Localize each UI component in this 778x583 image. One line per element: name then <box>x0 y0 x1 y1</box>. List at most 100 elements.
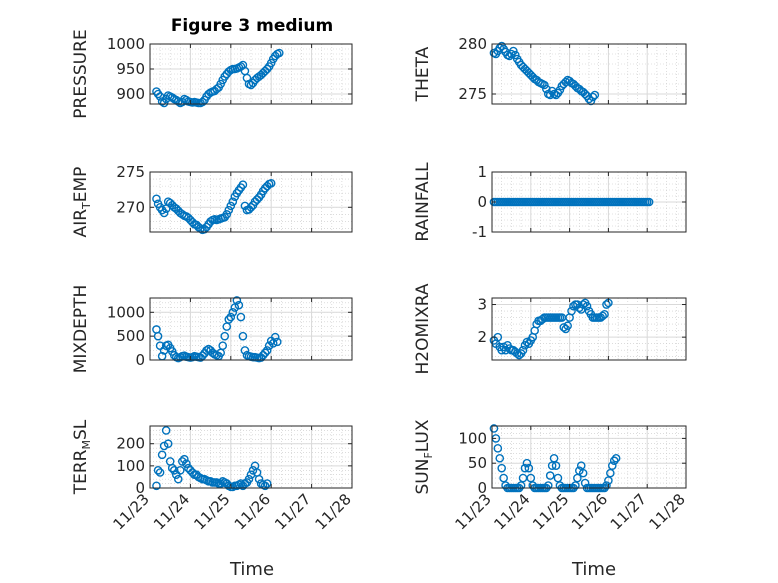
data-point <box>573 473 582 483</box>
y-tick-label: 200 <box>116 435 145 453</box>
y-tick-label: 500 <box>116 327 145 345</box>
data-point <box>602 481 611 490</box>
y-tick-label: 3 <box>477 296 487 314</box>
figure-title: Figure 3 medium <box>171 16 333 36</box>
y-tick-label: 0 <box>135 351 145 369</box>
data-point <box>260 348 270 358</box>
data-point <box>578 300 588 309</box>
data-point <box>590 90 600 100</box>
axes-frame <box>491 425 687 489</box>
x-tick-label: 11/28 <box>646 490 689 533</box>
y-axis-label-rainfall: RAINFALL <box>413 162 433 242</box>
data-point <box>222 210 232 219</box>
data-point <box>163 439 173 449</box>
data-point <box>262 479 272 488</box>
data-point <box>559 323 569 332</box>
data-point <box>516 481 526 490</box>
data-point <box>563 321 572 331</box>
data-point <box>161 426 171 435</box>
data-series-terr-msl <box>152 426 272 492</box>
y-tick-label: 100 <box>458 429 487 447</box>
x-tick-label: 11/26 <box>231 490 274 533</box>
y-axis-label-h2omixra: H2OMIXRA <box>413 283 433 374</box>
data-point <box>175 465 185 475</box>
x-tick-label: 11/23 <box>110 490 153 533</box>
data-point <box>266 58 276 68</box>
data-point <box>522 337 532 347</box>
data-point <box>510 50 520 60</box>
data-point <box>152 194 161 204</box>
y-tick-label: 100 <box>116 457 145 475</box>
data-point <box>169 465 179 475</box>
data-point <box>272 337 282 347</box>
x-axis-label-right: Time <box>571 559 616 580</box>
axes-frame <box>491 297 687 361</box>
data-point <box>153 465 163 475</box>
data-point <box>526 473 536 483</box>
subplot-theta: 275 280 THETA <box>413 35 687 106</box>
subplot-air-temp: 270 275 AIRTEMP <box>71 163 353 237</box>
subplot-pressure: 900 950 1000 PRESSURE <box>71 29 353 119</box>
x-tick-label: 11/26 <box>568 490 611 533</box>
y-axis-label-sun-flux: SUNFLUX <box>413 419 435 494</box>
data-point <box>607 461 617 470</box>
data-point <box>178 210 187 219</box>
data-point <box>551 461 561 470</box>
data-point <box>152 481 161 491</box>
data-point <box>493 444 503 453</box>
x-tick-label: 11/23 <box>452 490 495 533</box>
data-point <box>182 459 191 468</box>
x-tick-label: 11/28 <box>312 490 355 533</box>
y-tick-label: 900 <box>116 85 145 103</box>
y-tick-label: 280 <box>458 35 487 53</box>
data-point <box>520 463 530 473</box>
data-point <box>167 463 177 473</box>
y-tick-label: 275 <box>116 163 145 181</box>
data-point <box>553 473 563 483</box>
data-point <box>538 314 547 324</box>
data-point <box>524 463 534 473</box>
data-point <box>522 458 532 468</box>
data-point <box>644 197 654 207</box>
data-point <box>224 205 234 215</box>
data-point <box>206 217 215 226</box>
y-tick-label: 1 <box>477 163 487 181</box>
data-point <box>234 300 244 310</box>
data-point <box>540 80 549 90</box>
data-point <box>238 180 248 190</box>
data-point <box>499 473 508 483</box>
axes-frame <box>149 43 353 105</box>
axes-frame <box>149 297 353 361</box>
data-point <box>244 474 254 484</box>
data-point <box>578 468 588 478</box>
data-point <box>238 331 248 341</box>
data-point <box>489 424 499 433</box>
subplot-h2omixra: 2 3 H2OMIXRA <box>413 283 687 375</box>
x-tick-label: 11/24 <box>150 490 193 533</box>
y-tick-label: 2 <box>477 328 487 346</box>
x-tick-label: 11/27 <box>607 490 650 533</box>
y-axis-label-terr-msl: TERRMSL <box>71 419 93 495</box>
y-tick-label: 0 <box>477 193 487 211</box>
data-point <box>224 315 234 324</box>
data-point <box>262 346 272 355</box>
data-point <box>545 90 555 100</box>
data-series-rainfall <box>489 197 654 207</box>
x-tick-label: 11/25 <box>529 490 572 533</box>
data-point <box>576 461 586 470</box>
x-tick-label: 11/24 <box>490 490 533 533</box>
y-tick-label: 950 <box>116 60 145 78</box>
y-tick-label: 1000 <box>107 303 145 321</box>
data-point <box>542 84 551 94</box>
data-point <box>157 450 167 460</box>
data-point <box>220 331 230 341</box>
data-series-h2omixra <box>489 298 613 360</box>
y-axis-label-theta: THETA <box>413 46 433 102</box>
data-point <box>159 98 169 108</box>
y-tick-label: 1000 <box>107 35 145 53</box>
y-tick-label: 50 <box>468 454 487 472</box>
data-point <box>226 312 236 322</box>
data-point <box>153 89 163 99</box>
